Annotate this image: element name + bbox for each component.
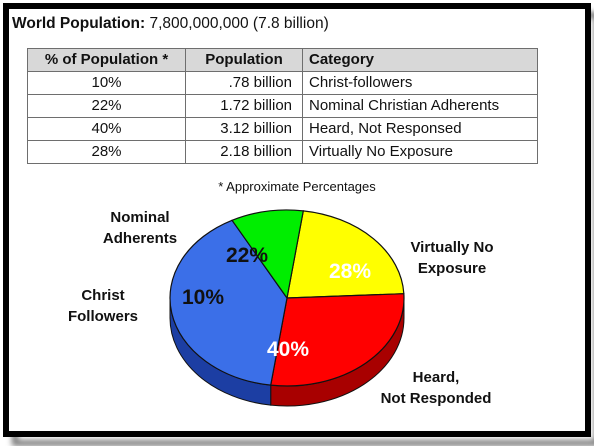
column-header-population: Population	[185, 48, 303, 72]
header-label: World Population:	[12, 15, 146, 32]
cell-percent: 28%	[27, 140, 186, 164]
pie-slice	[169, 219, 288, 386]
approximate-percentages-note: * Approximate Percentages	[218, 179, 376, 194]
cell-category: Nominal Christian Adherents	[302, 94, 538, 118]
slice-percent-label: 10%	[182, 286, 224, 309]
cell-category: Heard, Not Responsed	[302, 117, 538, 141]
slice-category-label: Heard, Not Responded	[381, 369, 492, 407]
slice-category-label: Virtually No Exposure	[410, 239, 493, 277]
pie-slice	[231, 209, 304, 300]
column-header-category: Category	[302, 48, 538, 72]
pie-slice	[270, 293, 405, 387]
world-population-header: World Population: 7,800,000,000 (7.8 bil…	[12, 15, 329, 33]
slice-percent-label: 28%	[329, 260, 371, 283]
cell-percent: 40%	[27, 117, 186, 141]
table-row: 10% .78 billion Christ-followers	[27, 71, 538, 95]
cell-population: .78 billion	[185, 71, 303, 95]
slice-category-label: Christ Followers	[68, 287, 138, 325]
slice-percent-label: 22%	[226, 244, 268, 267]
slice-category-label: Nominal Adherents	[103, 209, 177, 247]
cell-population: 2.18 billion	[185, 140, 303, 164]
slice-percent-label: 40%	[267, 338, 309, 361]
cell-population: 1.72 billion	[185, 94, 303, 118]
header-value: 7,800,000,000 (7.8 billion)	[149, 15, 329, 32]
population-table: % of Population * Population Category 10…	[27, 48, 538, 164]
cell-category: Christ-followers	[302, 71, 538, 95]
pie-slice	[286, 210, 405, 299]
table-row: 28% 2.18 billion Virtually No Exposure	[27, 140, 538, 164]
cell-category: Virtually No Exposure	[302, 140, 538, 164]
